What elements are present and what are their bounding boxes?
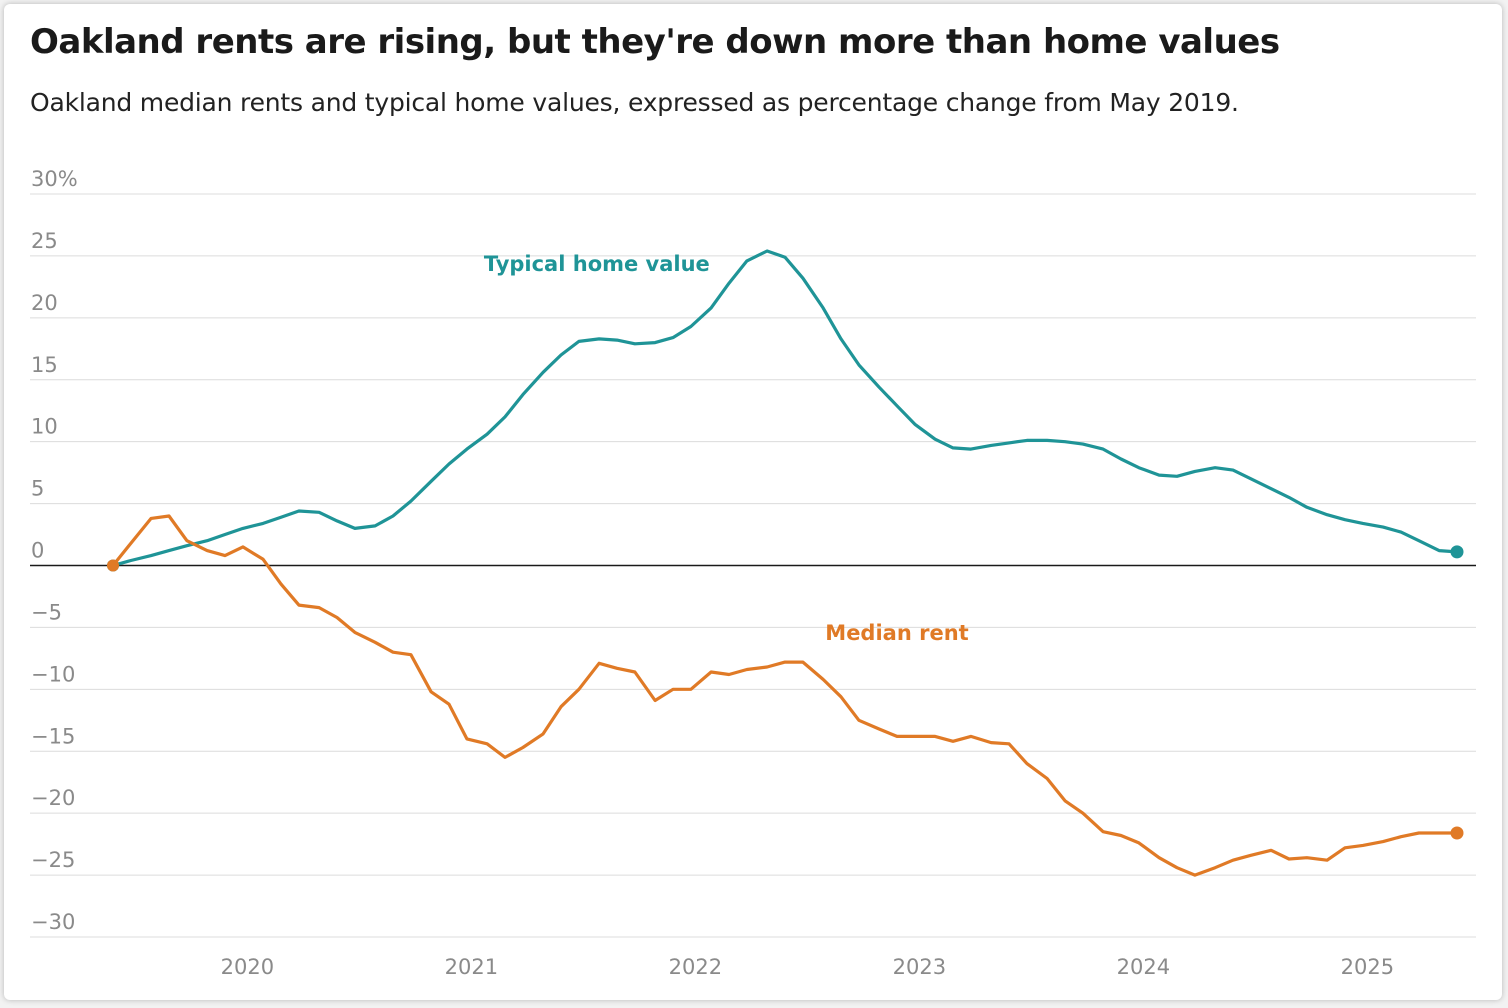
median-rent-label: Median rent [825,621,968,645]
y-tick-label: 20 [31,291,58,315]
y-tick-label: −30 [31,910,75,934]
y-tick-label: 30% [31,167,78,191]
series-labels: Typical home value Median rent [484,252,969,645]
gridlines [30,193,1476,938]
y-tick-label: −20 [31,786,75,810]
x-tick-label: 2024 [1117,955,1170,979]
median-rent-end-point [1450,826,1464,840]
y-tick-label: 5 [31,477,44,501]
chart-card [4,4,1502,1000]
series-lines [107,249,1464,877]
y-axis-ticks: 30% 25 20 15 10 5 0 −5 −10 −15 −20 −25 −30 [31,167,78,934]
median-rent-line [111,514,1459,877]
y-tick-label: −10 [31,662,75,686]
y-tick-label: 15 [31,353,58,377]
x-tick-label: 2023 [893,955,946,979]
y-tick-label: −5 [31,600,62,624]
x-axis-ticks: 2020 2021 2022 2023 2024 2025 [221,955,1394,979]
x-tick-label: 2021 [445,955,498,979]
x-tick-label: 2025 [1341,955,1394,979]
typical-home-value-line [111,249,1459,568]
chart-title: Oakland rents are rising, but they're do… [30,22,1280,62]
y-tick-label: −25 [31,848,75,872]
median-rent-start-point [107,559,119,572]
typical-home-value-label: Typical home value [484,252,710,276]
typical-home-value-end-point [1450,545,1464,559]
x-tick-label: 2020 [221,955,274,979]
x-tick-label: 2022 [669,955,722,979]
y-tick-label: −15 [31,724,75,748]
chart-subtitle: Oakland median rents and typical home va… [30,88,1239,117]
y-tick-label: 25 [31,229,58,253]
y-tick-label: 10 [31,415,58,439]
y-tick-label: 0 [31,539,44,563]
